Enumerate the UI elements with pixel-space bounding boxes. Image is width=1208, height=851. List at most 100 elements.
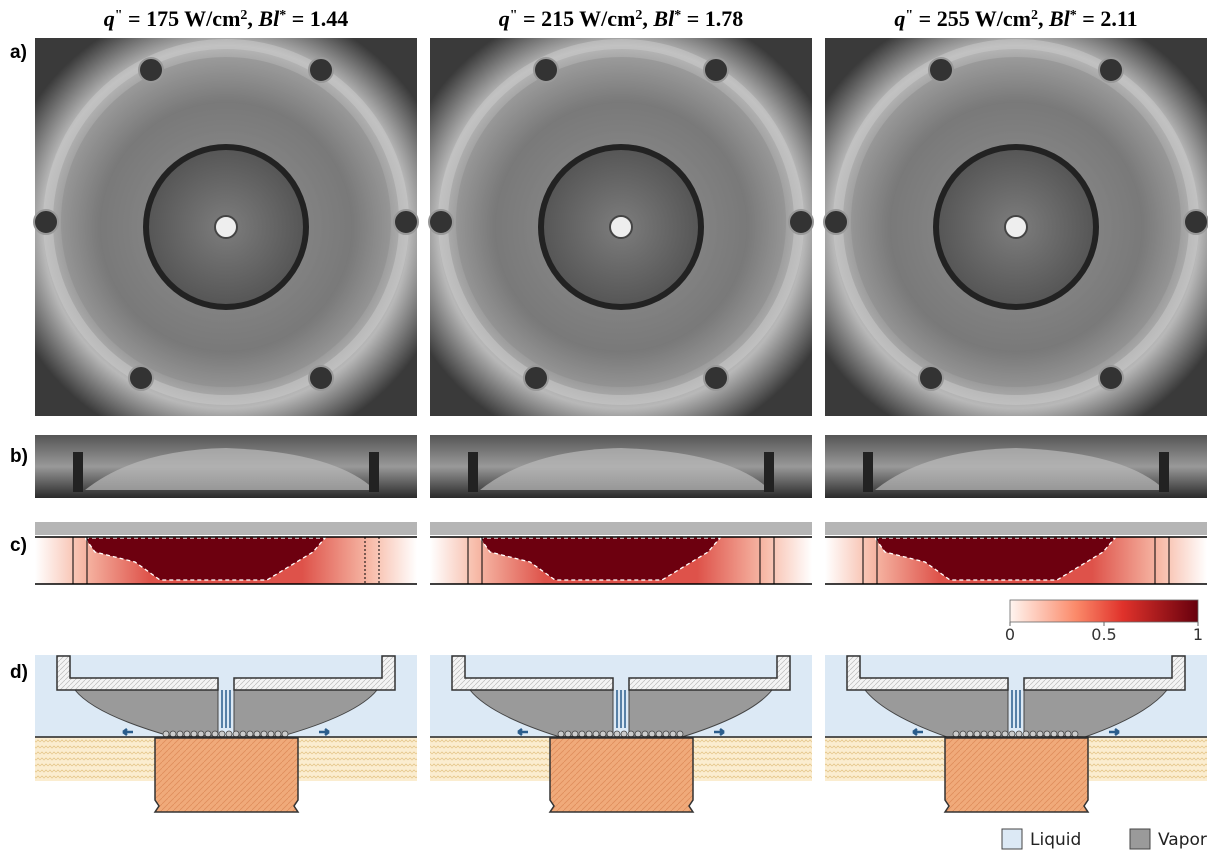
bubble xyxy=(240,731,246,737)
bubble xyxy=(967,731,973,737)
bubble xyxy=(1002,731,1008,737)
title-part: q xyxy=(104,6,115,31)
bubble xyxy=(212,731,218,737)
bubble xyxy=(198,731,204,737)
bubble xyxy=(1072,731,1078,737)
bubble xyxy=(593,731,599,737)
bubble xyxy=(205,731,211,737)
mount-knob xyxy=(139,58,163,82)
title-part: , xyxy=(642,6,653,31)
bubble xyxy=(1065,731,1071,737)
mount-knob xyxy=(524,366,548,390)
title-part: = 175 W/cm xyxy=(123,6,241,31)
bubble xyxy=(1037,731,1043,737)
title-part: " xyxy=(115,8,123,23)
bubble xyxy=(995,731,1001,737)
bubble xyxy=(649,731,655,737)
bubble xyxy=(558,731,564,737)
column-title: q" = 215 W/cm2, Bl* = 1.78 xyxy=(499,6,743,31)
bubble xyxy=(226,731,232,737)
bubble xyxy=(572,731,578,737)
row-label: c) xyxy=(10,535,27,556)
title-part: Bl xyxy=(652,6,675,31)
mount-knob xyxy=(704,58,728,82)
bubble xyxy=(1016,731,1022,737)
mount-knob xyxy=(429,210,453,234)
bubble xyxy=(191,731,197,737)
title-part: 2 xyxy=(1031,8,1038,23)
bubble xyxy=(621,731,627,737)
bubble xyxy=(1009,731,1015,737)
title-part: = 215 W/cm xyxy=(518,6,636,31)
bubble xyxy=(663,731,669,737)
mount-knob xyxy=(309,366,333,390)
bubble xyxy=(219,731,225,737)
title-part: * xyxy=(674,8,681,23)
title-part: = 1.78 xyxy=(681,6,743,31)
bubble xyxy=(635,731,641,737)
row-label: d) xyxy=(10,662,28,683)
mount-knob xyxy=(704,366,728,390)
bubble xyxy=(247,731,253,737)
title-part: = 1.44 xyxy=(286,6,348,31)
title-part: " xyxy=(905,8,913,23)
bubble xyxy=(974,731,980,737)
mount-knob xyxy=(824,210,848,234)
legend-swatch xyxy=(1130,829,1150,849)
title-part: 2 xyxy=(635,8,642,23)
title-part: Bl xyxy=(257,6,280,31)
figure: q" = 175 W/cm2, Bl* = 1.44q" = 215 W/cm2… xyxy=(0,0,1208,851)
bubble xyxy=(282,731,288,737)
bubble xyxy=(960,731,966,737)
title-part: * xyxy=(279,8,286,23)
bubble xyxy=(1058,731,1064,737)
nozzle xyxy=(610,216,632,238)
bubble xyxy=(268,731,274,737)
mount-knob xyxy=(1184,210,1208,234)
mount-knob xyxy=(534,58,558,82)
title-part: Bl xyxy=(1048,6,1071,31)
bubble xyxy=(565,731,571,737)
bubble xyxy=(1023,731,1029,737)
mount-knob xyxy=(789,210,813,234)
bubble xyxy=(261,731,267,737)
title-part: , xyxy=(247,6,258,31)
heater-block xyxy=(155,738,298,812)
side-post xyxy=(764,452,774,492)
colorbar xyxy=(1010,600,1198,622)
bubble xyxy=(628,731,634,737)
title-part: * xyxy=(1070,8,1077,23)
bubble xyxy=(642,731,648,737)
title-part: = 255 W/cm xyxy=(913,6,1031,31)
heater-block xyxy=(945,738,1088,812)
mount-knob xyxy=(394,210,418,234)
bubble xyxy=(177,731,183,737)
bubble xyxy=(953,731,959,737)
side-post xyxy=(73,452,83,492)
bubble xyxy=(275,731,281,737)
heatmap-cap xyxy=(430,522,812,535)
bubble xyxy=(170,731,176,737)
bubble xyxy=(1044,731,1050,737)
bubble xyxy=(656,731,662,737)
colorbar-tick-label: 0.5 xyxy=(1091,625,1116,644)
bubble xyxy=(1051,731,1057,737)
title-part: , xyxy=(1038,6,1049,31)
title-part: = 2.11 xyxy=(1077,6,1138,31)
bubble xyxy=(1030,731,1036,737)
mount-knob xyxy=(1099,58,1123,82)
legend-label: Liquid xyxy=(1030,830,1081,850)
bubble xyxy=(614,731,620,737)
heater-block xyxy=(550,738,693,812)
bubble xyxy=(233,731,239,737)
mount-knob xyxy=(129,366,153,390)
bubble xyxy=(607,731,613,737)
colorbar-tick-label: 1 xyxy=(1193,625,1203,644)
bubble xyxy=(184,731,190,737)
side-post xyxy=(369,452,379,492)
nozzle xyxy=(1005,216,1027,238)
heatmap-cap xyxy=(35,522,417,535)
bubble xyxy=(586,731,592,737)
side-post xyxy=(468,452,478,492)
mount-knob xyxy=(34,210,58,234)
